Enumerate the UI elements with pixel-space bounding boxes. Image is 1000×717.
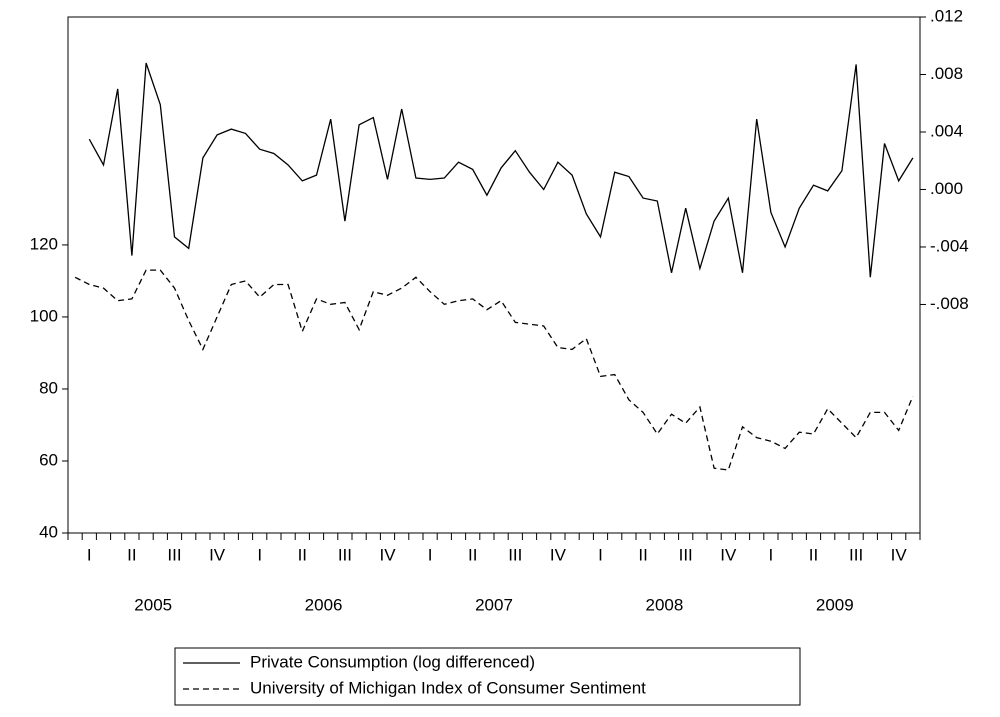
quarter-label: II xyxy=(298,545,307,564)
quarter-label: III xyxy=(849,545,863,564)
quarter-label: III xyxy=(338,545,352,564)
quarter-label: IV xyxy=(550,545,567,564)
quarter-label: I xyxy=(257,545,262,564)
quarter-label: II xyxy=(809,545,818,564)
quarter-label: II xyxy=(468,545,477,564)
quarter-label: IV xyxy=(720,545,737,564)
y-tick-label: 40 xyxy=(39,522,58,541)
quarter-label: IV xyxy=(379,545,396,564)
y2-tick-label: .004 xyxy=(930,121,963,140)
series-line xyxy=(74,269,914,471)
y-tick-label: 60 xyxy=(39,450,58,469)
legend-label: Private Consumption (log differenced) xyxy=(250,652,535,671)
quarter-label: IV xyxy=(209,545,226,564)
y2-tick-label: .000 xyxy=(930,179,963,198)
y-tick-label: 120 xyxy=(30,234,58,253)
quarter-label: I xyxy=(428,545,433,564)
quarter-label: I xyxy=(598,545,603,564)
quarter-label: II xyxy=(127,545,136,564)
quarter-label: III xyxy=(167,545,181,564)
y2-tick-label: -.004 xyxy=(930,236,969,255)
plot-frame xyxy=(67,16,921,534)
y2-tick-label: .008 xyxy=(930,64,963,83)
quarter-label: I xyxy=(87,545,92,564)
quarter-label: III xyxy=(508,545,522,564)
quarter-label: IV xyxy=(891,545,908,564)
year-label: 2009 xyxy=(816,595,854,614)
year-label: 2006 xyxy=(305,595,343,614)
y-tick-label: 100 xyxy=(30,306,58,325)
year-label: 2008 xyxy=(645,595,683,614)
quarter-label: III xyxy=(679,545,693,564)
y2-tick-label: -.008 xyxy=(930,294,969,313)
year-label: 2005 xyxy=(134,595,172,614)
y2-tick-label: .012 xyxy=(930,6,963,25)
legend-label: University of Michigan Index of Consumer… xyxy=(250,678,646,697)
quarter-label: II xyxy=(638,545,647,564)
series-line xyxy=(88,62,914,278)
legend-box xyxy=(174,647,801,706)
quarter-label: I xyxy=(769,545,774,564)
year-label: 2007 xyxy=(475,595,513,614)
y-tick-label: 80 xyxy=(39,378,58,397)
